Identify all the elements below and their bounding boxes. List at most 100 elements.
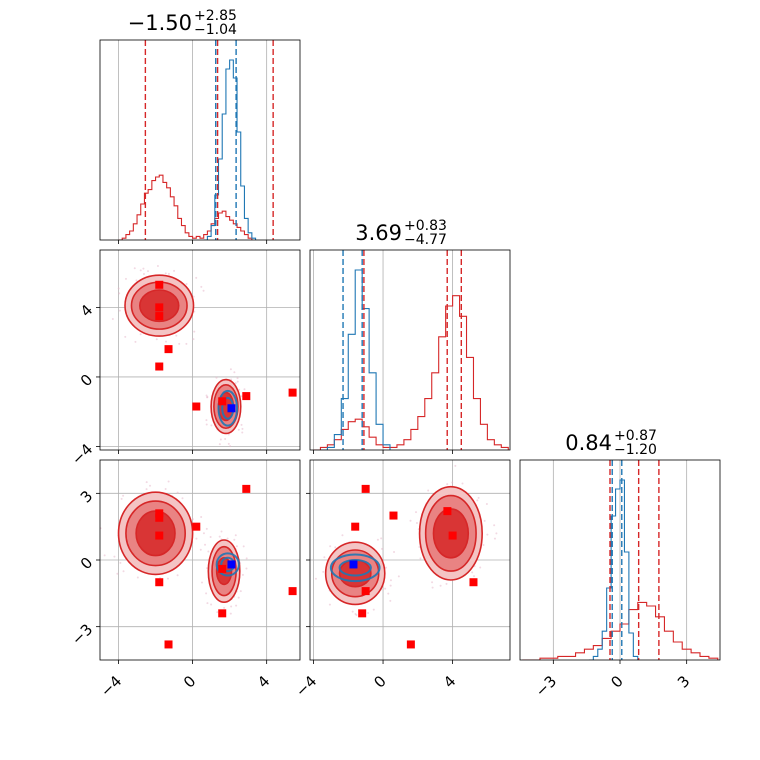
scatter-dot (173, 269, 176, 272)
scatter-dot (384, 566, 387, 569)
scatter-dot (418, 545, 421, 548)
title-value: 0.84 (565, 431, 612, 455)
scatter-dot (473, 575, 476, 578)
scatter-dot (485, 503, 488, 506)
scatter-dot (145, 481, 148, 484)
scatter-dot (175, 334, 178, 337)
scatter-dot (341, 534, 344, 537)
scatter-dot (135, 279, 138, 282)
scatter-dot (210, 603, 213, 606)
scatter-dot (202, 289, 205, 292)
scatter-dot (218, 443, 221, 446)
scatter-dot (142, 267, 145, 270)
scatter-dot (113, 555, 116, 558)
scatter-dot (205, 419, 208, 422)
scatter-dot (389, 584, 392, 587)
marker-blue (227, 404, 236, 413)
scatter-dot (495, 532, 498, 535)
marker-red (155, 303, 164, 312)
scatter-dot (367, 611, 370, 614)
scatter-dot (155, 338, 158, 341)
scatter-dot (482, 544, 485, 547)
scatter-dot (234, 382, 237, 385)
scatter-dot (136, 576, 139, 579)
scatter-dot (387, 592, 390, 595)
marker-red (155, 531, 164, 540)
marker-red (218, 397, 227, 406)
scatter-dot (393, 550, 396, 553)
title-plus: +2.85 (194, 8, 237, 24)
scatter-dot (116, 572, 119, 575)
title-value: −1.50 (128, 11, 192, 35)
scatter-dot (195, 537, 198, 540)
scatter-dot (164, 272, 167, 275)
x-tick-label: 4 (440, 672, 459, 691)
x-tick-label: 3 (674, 672, 693, 691)
scatter-dot (229, 368, 232, 371)
scatter-dot (329, 545, 332, 548)
marker-red (155, 578, 164, 587)
panel-2-2: −3 0 3 (519, 459, 721, 700)
scatter-dot (230, 605, 233, 608)
scatter-dot (133, 267, 136, 270)
scatter-dot (103, 554, 106, 557)
scatter-dot (483, 519, 486, 522)
panel-title-0: −1.50 +2.85−1.04 (128, 8, 237, 38)
y-tick-label: −4 (68, 440, 96, 468)
scatter-dot (376, 538, 379, 541)
scatter-dot (207, 550, 210, 553)
marker-red (443, 507, 452, 516)
scatter-dot (234, 534, 237, 537)
scatter-dot (205, 527, 208, 530)
scatter-dot (415, 522, 418, 525)
scatter-dot (229, 612, 232, 615)
contour-blue (215, 552, 240, 577)
panel-content (314, 464, 498, 649)
scatter-dot (111, 317, 114, 320)
scatter-dot (245, 557, 248, 560)
scatter-dot (372, 608, 375, 611)
scatter-dot (166, 577, 169, 580)
histogram-blue-series (320, 269, 391, 450)
histogram-red-series (118, 174, 253, 240)
x-tick-label: 4 (254, 672, 273, 691)
panel-title-1: 3.69 +0.83−4.77 (355, 218, 447, 248)
scatter-dot (118, 309, 121, 312)
scatter-dot (427, 489, 430, 492)
scatter-dot (419, 557, 422, 560)
scatter-dot (193, 330, 196, 333)
scatter-dot (139, 269, 142, 272)
scatter-dot (178, 342, 181, 345)
panel-2-1: −4 0 4 (292, 459, 511, 700)
scatter-dot (461, 482, 464, 485)
scatter-dot (200, 515, 203, 518)
scatter-dot (206, 602, 209, 605)
scatter-dot (176, 574, 179, 577)
scatter-dot (119, 561, 122, 564)
scatter-dot (223, 606, 226, 609)
marker-red (361, 484, 370, 493)
contour-blue (217, 389, 239, 427)
scatter-dot (142, 272, 145, 275)
panel-content (100, 480, 297, 649)
scatter-dot (431, 586, 434, 589)
x-tick-label: 0 (607, 672, 626, 691)
histogram-blue-series (203, 59, 257, 240)
title-plus: +0.87 (614, 428, 657, 444)
marker-red (242, 392, 251, 401)
scatter-dot (415, 511, 418, 514)
marker-red (164, 345, 173, 354)
contour-blue (338, 559, 372, 577)
scatter-dot (218, 535, 221, 538)
marker-red (192, 402, 201, 411)
panel-title-2: 0.84 +0.87−1.20 (565, 428, 657, 458)
scatter-dot (195, 276, 198, 279)
scatter-dot (322, 570, 325, 573)
scatter-dot (122, 570, 125, 573)
scatter-dot (192, 295, 195, 298)
scatter-dot (380, 537, 383, 540)
scatter-dot (235, 545, 238, 548)
x-tick-label: −4 (292, 672, 320, 700)
scatter-dot (117, 287, 120, 290)
scatter-dot (185, 342, 188, 345)
